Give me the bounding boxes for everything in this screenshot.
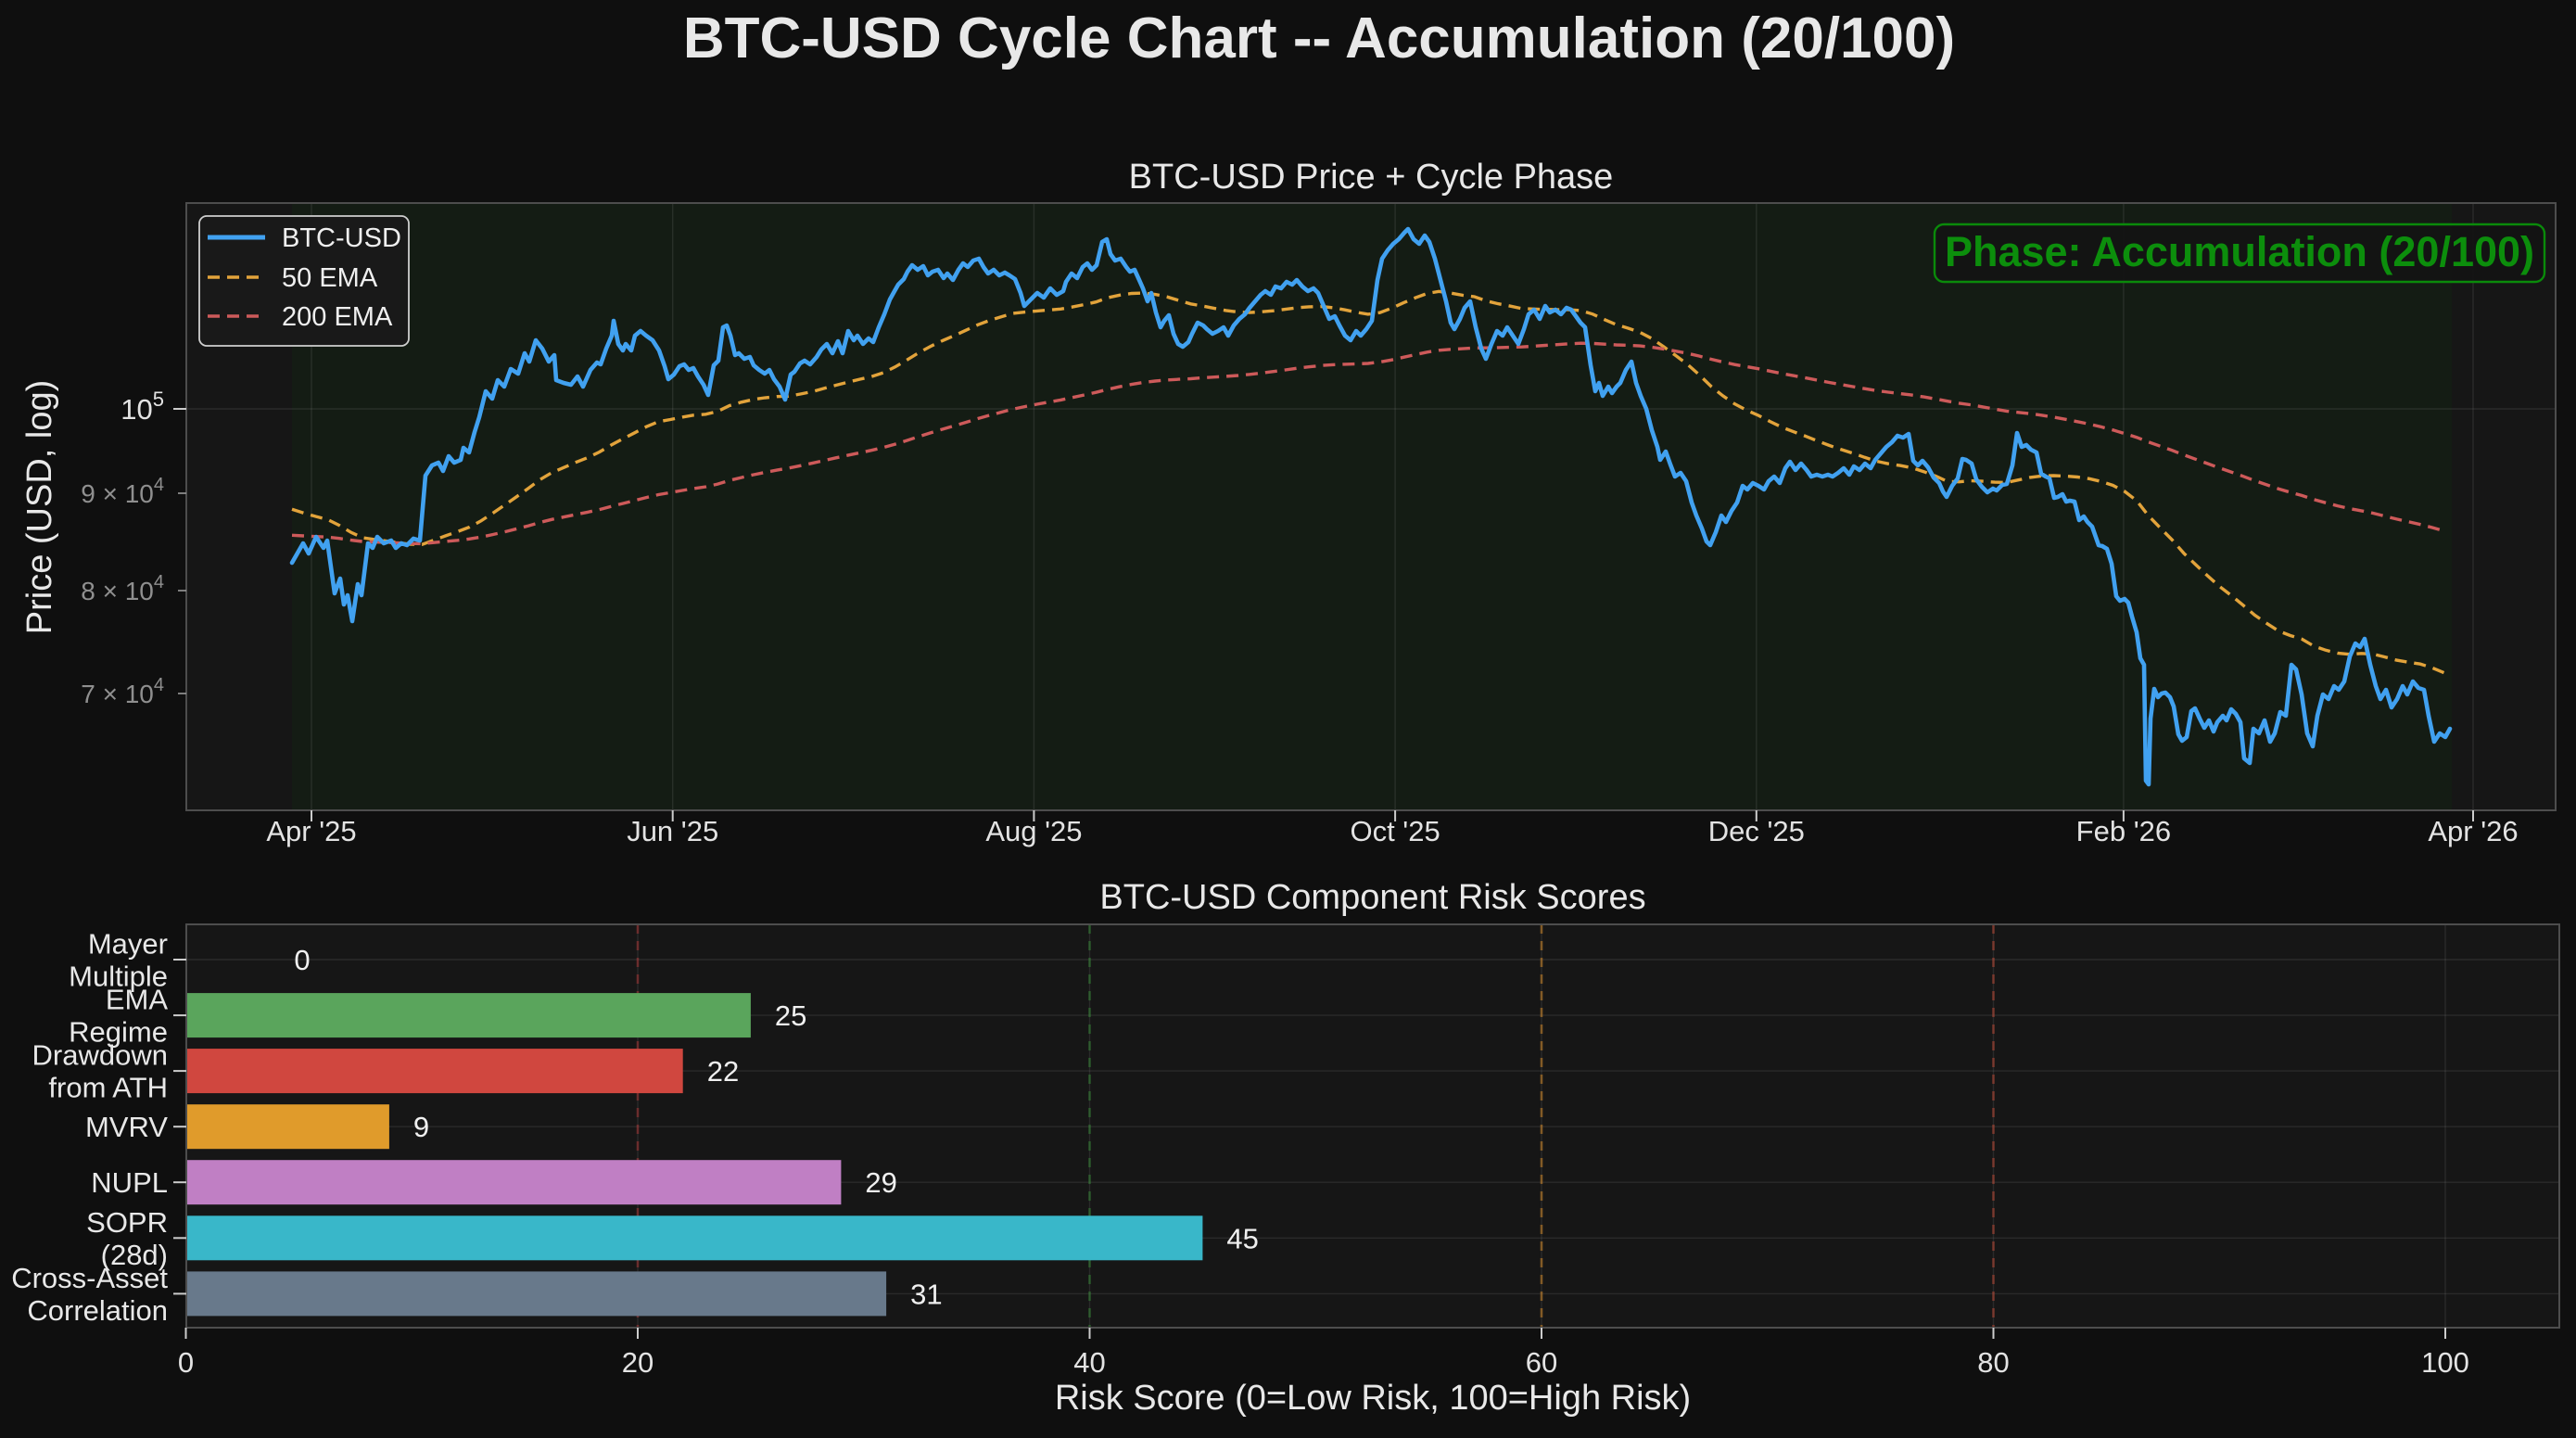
svg-text:Oct '25: Oct '25	[1350, 815, 1440, 847]
svg-text:NUPL: NUPL	[91, 1166, 168, 1199]
svg-text:Dec '25: Dec '25	[1708, 815, 1805, 847]
svg-text:Mayer: Mayer	[88, 928, 168, 961]
svg-text:Feb '26: Feb '26	[2076, 815, 2171, 847]
svg-text:Price (USD, log): Price (USD, log)	[20, 380, 59, 635]
svg-text:Apr '25: Apr '25	[266, 815, 356, 847]
svg-text:Risk Score (0=Low Risk, 100=Hi: Risk Score (0=Low Risk, 100=High Risk)	[1055, 1379, 1691, 1418]
svg-text:(28d): (28d)	[101, 1239, 168, 1271]
svg-text:Regime: Regime	[69, 1016, 168, 1049]
svg-text:22: 22	[707, 1055, 739, 1088]
svg-text:Multiple: Multiple	[69, 961, 168, 993]
svg-text:Aug '25: Aug '25	[985, 815, 1082, 847]
svg-text:50 EMA: 50 EMA	[282, 263, 378, 293]
svg-text:8 × 104: 8 × 104	[81, 572, 164, 605]
svg-text:40: 40	[1073, 1346, 1105, 1379]
svg-text:EMA: EMA	[106, 984, 169, 1016]
svg-text:Jun '25: Jun '25	[627, 815, 718, 847]
svg-text:Correlation: Correlation	[27, 1294, 168, 1327]
svg-text:BTC-USD Cycle Chart -- Accumul: BTC-USD Cycle Chart -- Accumulation (20/…	[683, 6, 1955, 70]
svg-text:29: 29	[865, 1166, 896, 1199]
svg-text:0: 0	[294, 944, 310, 976]
svg-text:60: 60	[1526, 1346, 1557, 1379]
svg-text:Phase: Accumulation (20/100): Phase: Accumulation (20/100)	[1945, 228, 2534, 275]
svg-text:200 EMA: 200 EMA	[282, 302, 393, 332]
svg-text:80: 80	[1977, 1346, 2009, 1379]
svg-text:25: 25	[775, 999, 806, 1032]
svg-text:Cross-Asset: Cross-Asset	[11, 1262, 168, 1294]
svg-text:SOPR: SOPR	[86, 1206, 168, 1239]
svg-text:45: 45	[1226, 1222, 1258, 1254]
svg-text:BTC-USD: BTC-USD	[282, 223, 401, 253]
svg-text:0: 0	[178, 1346, 194, 1379]
svg-text:Drawdown: Drawdown	[32, 1039, 168, 1072]
svg-text:7 × 104: 7 × 104	[81, 675, 164, 708]
svg-text:MVRV: MVRV	[85, 1111, 168, 1143]
svg-text:BTC-USD Component Risk Scores: BTC-USD Component Risk Scores	[1099, 878, 1645, 917]
svg-text:9: 9	[413, 1111, 429, 1143]
svg-text:31: 31	[910, 1278, 942, 1310]
svg-text:100: 100	[2421, 1346, 2469, 1379]
svg-text:BTC-USD Price + Cycle Phase: BTC-USD Price + Cycle Phase	[1129, 158, 1614, 197]
svg-text:from ATH: from ATH	[48, 1072, 168, 1104]
svg-text:Apr '26: Apr '26	[2428, 815, 2518, 847]
svg-text:20: 20	[622, 1346, 654, 1379]
svg-text:9 × 104: 9 × 104	[81, 475, 164, 508]
